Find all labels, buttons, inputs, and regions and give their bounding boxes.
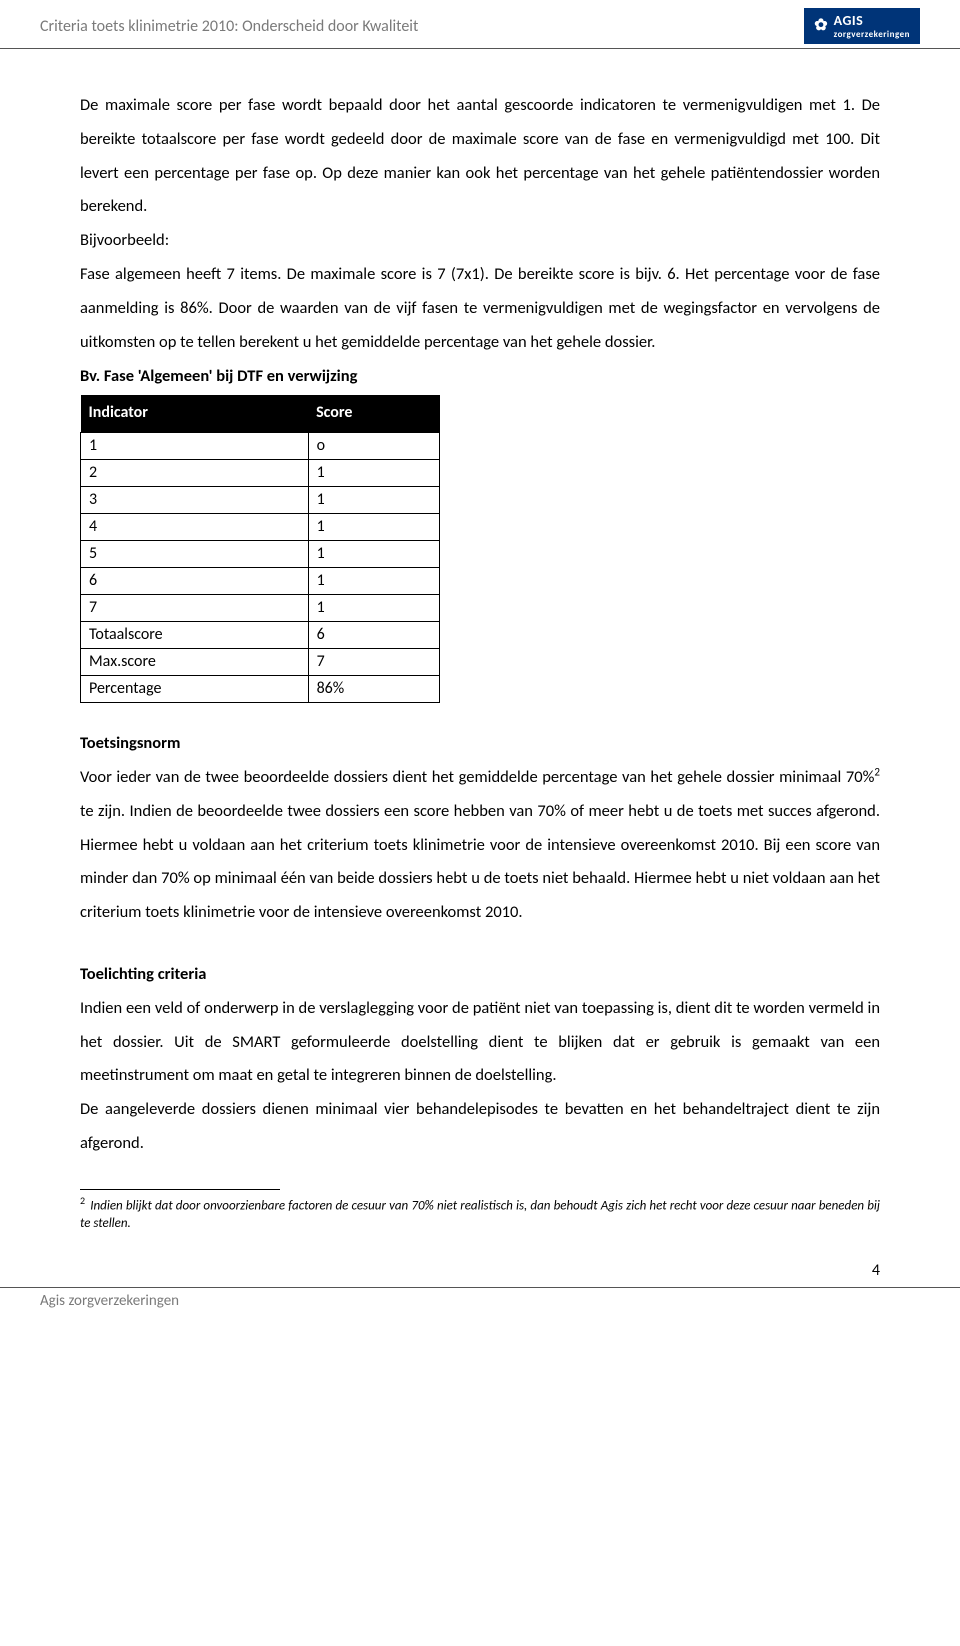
section-heading-toelichting: Toelichting criteria bbox=[80, 958, 880, 992]
table-caption: Bv. Fase 'Algemeen' bij DTF en verwijzin… bbox=[80, 360, 880, 394]
table-header-row: Indicator Score bbox=[81, 395, 440, 432]
table-row: 51 bbox=[81, 541, 440, 568]
table-row: Percentage86% bbox=[81, 676, 440, 703]
table-row: Totaalscore6 bbox=[81, 622, 440, 649]
section-heading-toetsingsnorm: Toetsingsnorm bbox=[80, 727, 880, 761]
paragraph-example-label: Bijvoorbeeld: bbox=[80, 224, 880, 258]
score-table: Indicator Score 1o 21 31 41 51 61 71 Tot… bbox=[80, 395, 440, 703]
footer-text: Agis zorgverzekeringen bbox=[40, 1292, 179, 1310]
table-row: Max.score7 bbox=[81, 649, 440, 676]
logo-text: AGIS zorgverzekeringen bbox=[834, 12, 910, 40]
footnote-ref-2: 2 bbox=[874, 765, 880, 778]
score-table-wrap: Indicator Score 1o 21 31 41 51 61 71 Tot… bbox=[80, 395, 880, 703]
agis-logo: ✿ AGIS zorgverzekeringen bbox=[804, 8, 920, 44]
page-header: Criteria toets klinimetrie 2010: Ondersc… bbox=[0, 0, 960, 49]
paragraph-toetsingsnorm: Voor ieder van de twee beoordeelde dossi… bbox=[80, 761, 880, 930]
col-indicator: Indicator bbox=[81, 395, 309, 432]
page-footer: Agis zorgverzekeringen bbox=[0, 1287, 960, 1314]
table-row: 61 bbox=[81, 568, 440, 595]
table-row: 41 bbox=[81, 514, 440, 541]
table-row: 1o bbox=[81, 433, 440, 460]
table-row: 31 bbox=[81, 487, 440, 514]
logo-icon: ✿ bbox=[814, 18, 827, 34]
footnote-separator bbox=[80, 1189, 280, 1190]
table-row: 71 bbox=[81, 595, 440, 622]
paragraph-intro: De maximale score per fase wordt bepaald… bbox=[80, 89, 880, 224]
col-score: Score bbox=[308, 395, 439, 432]
page-content: De maximale score per fase wordt bepaald… bbox=[0, 49, 960, 1254]
header-title: Criteria toets klinimetrie 2010: Ondersc… bbox=[40, 17, 418, 36]
table-row: 21 bbox=[81, 460, 440, 487]
page-number: 4 bbox=[872, 1261, 880, 1280]
paragraph-example: Fase algemeen heeft 7 items. De maximale… bbox=[80, 258, 880, 359]
footnote-2: 2 Indien blijkt dat door onvoorzienbare … bbox=[80, 1194, 880, 1234]
paragraph-toelichting-1: Indien een veld of onderwerp in de versl… bbox=[80, 992, 880, 1093]
paragraph-toelichting-2: De aangeleverde dossiers dienen minimaal… bbox=[80, 1093, 880, 1161]
